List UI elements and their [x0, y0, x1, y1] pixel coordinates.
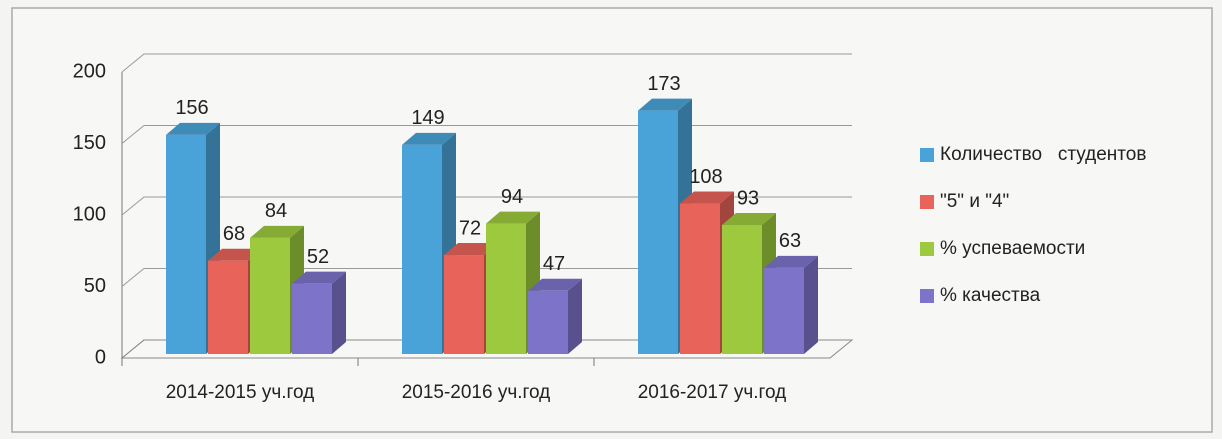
legend-label: Количество студентов	[940, 144, 1146, 165]
bar-side	[568, 278, 582, 354]
grid-line	[121, 53, 852, 73]
bar-top	[166, 122, 220, 135]
bar-front	[444, 255, 484, 354]
bar-top	[764, 255, 818, 268]
bar-top	[402, 132, 456, 145]
y-tick-label: 50	[84, 275, 106, 297]
bar-top	[444, 243, 498, 256]
bar-side	[804, 255, 818, 354]
data-label: 173	[647, 73, 680, 95]
bar	[764, 255, 818, 354]
bar-top	[722, 213, 776, 226]
legend-swatch	[920, 148, 934, 162]
bar-front	[402, 144, 442, 354]
bar-front	[680, 203, 720, 354]
bar-top	[638, 98, 692, 111]
bar-front	[528, 290, 568, 354]
bar-front	[722, 225, 762, 354]
bar-front	[208, 260, 248, 354]
data-label: 47	[543, 253, 565, 275]
data-label: 63	[779, 230, 801, 252]
data-label: 68	[223, 223, 245, 245]
grid-line	[121, 268, 852, 287]
bar-top	[292, 271, 346, 284]
y-tick-label: 0	[95, 346, 106, 368]
data-label: 93	[737, 187, 759, 209]
data-label: 108	[689, 166, 722, 188]
bar-front	[764, 267, 804, 354]
y-tick-label: 200	[73, 60, 106, 82]
bar-top	[250, 225, 304, 238]
bar-side	[332, 271, 346, 354]
legend-label: % качества	[940, 285, 1041, 306]
x-tick-label: 2014-2015 уч.год	[166, 382, 315, 403]
bar	[528, 278, 582, 354]
y-tick-label: 150	[73, 132, 106, 154]
data-label: 94	[501, 186, 523, 208]
bar-top	[528, 278, 582, 291]
bar	[638, 98, 692, 354]
bar	[722, 213, 776, 354]
legend-swatch	[920, 242, 934, 256]
x-tick-label: 2015-2016 уч.год	[402, 382, 551, 403]
data-label: 149	[411, 107, 444, 129]
grid-line	[121, 125, 852, 144]
bar-front	[250, 237, 290, 354]
legend-label: "5" и "4"	[940, 191, 1009, 212]
data-label: 156	[175, 97, 208, 119]
data-label: 72	[459, 217, 481, 239]
data-label: 84	[265, 200, 287, 222]
legend-label: % успеваемости	[940, 238, 1085, 259]
bar-front	[638, 110, 678, 354]
bar-front	[292, 283, 332, 354]
bar-top	[208, 248, 262, 261]
bar-top	[680, 191, 734, 204]
data-label: 52	[307, 246, 329, 268]
bar-front	[486, 223, 526, 354]
bar	[292, 271, 346, 354]
bar-front	[166, 134, 206, 354]
bar	[402, 132, 456, 354]
y-tick-label: 100	[73, 203, 106, 225]
legend-swatch	[920, 289, 934, 303]
grid-line	[121, 196, 852, 216]
legend-swatch	[920, 195, 934, 209]
x-tick-label: 2016-2017 уч.год	[638, 382, 787, 403]
bar-top	[486, 211, 540, 224]
